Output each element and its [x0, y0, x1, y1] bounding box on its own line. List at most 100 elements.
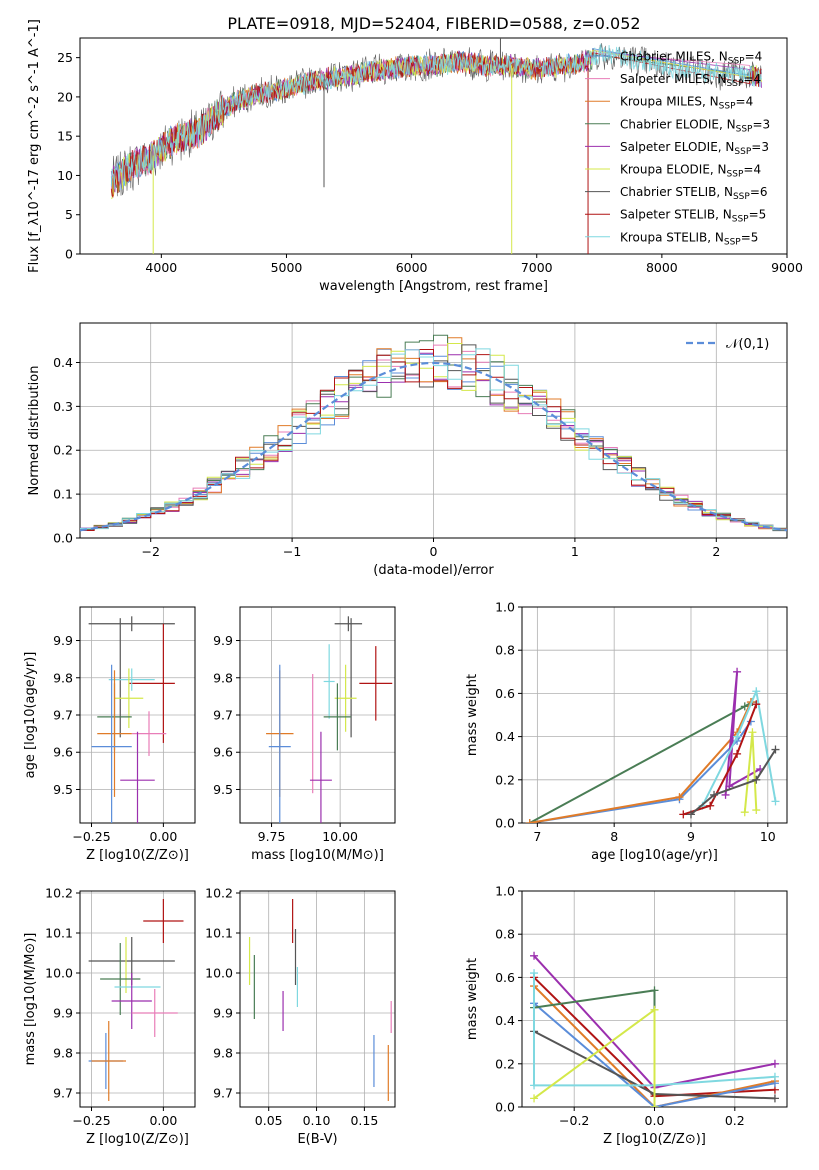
x-tick-label: 7 — [533, 829, 541, 844]
weight-marker — [710, 790, 719, 799]
plot-area — [248, 899, 392, 1101]
y-axis-label: mass [log10(M/M⊙)] — [23, 933, 38, 1066]
x-tick-label: 6000 — [396, 260, 428, 275]
y-tick-label: 0.0 — [53, 531, 73, 546]
gaussian-curve — [80, 361, 787, 532]
x-axis-label: age [log10(age/yr)] — [591, 848, 718, 863]
y-axis-label: mass weight — [465, 674, 480, 756]
plot-area — [88, 899, 184, 1101]
x-tick-label: 2 — [712, 544, 720, 559]
legend-entry: Salpeter MILES, NSSP=4 — [620, 72, 761, 89]
axes-frame — [79, 890, 196, 1108]
y-tick-label: 10.1 — [205, 926, 233, 941]
x-tick-label: −0.25 — [72, 1113, 110, 1128]
y-tick-label: 9.7 — [213, 708, 233, 723]
x-tick-label: 0.00 — [149, 1113, 177, 1128]
plot-area — [80, 334, 787, 532]
x-tick-label: 0.0 — [645, 1113, 665, 1128]
y-tick-label: 5 — [65, 207, 73, 222]
y-tick-label: 9.9 — [53, 633, 73, 648]
weight-marker — [733, 749, 742, 758]
weight-marker — [748, 728, 757, 737]
y-tick-label: 20 — [57, 89, 73, 104]
y-tick-label: 9.6 — [213, 745, 233, 760]
weight-marker — [525, 819, 534, 823]
x-tick-label: 0.00 — [149, 829, 177, 844]
y-tick-label: 10.2 — [45, 886, 73, 901]
y-tick-label: 10.0 — [205, 966, 233, 981]
y-tick-label: 9.7 — [53, 708, 73, 723]
weight-marker — [686, 810, 695, 819]
weight-marker — [770, 1059, 779, 1068]
y-tick-label: 0.4 — [495, 1013, 515, 1028]
y-tick-label: 9.9 — [213, 1006, 233, 1021]
y-tick-label: 0.6 — [495, 686, 515, 701]
x-tick-label: −0.25 — [72, 829, 110, 844]
y-tick-label: 25 — [57, 50, 73, 65]
weight-marker — [771, 745, 780, 754]
x-axis-label: E(B-V) — [297, 1132, 337, 1147]
x-tick-label: −1 — [283, 544, 301, 559]
x-tick-label: 9000 — [771, 260, 803, 275]
weight-marker — [650, 986, 659, 995]
y-tick-label: 1.0 — [495, 884, 515, 899]
y-tick-label: 9.9 — [213, 633, 233, 648]
panel-mass_vs_EBV: 0.05 0.10 0.15 9.7 9.8 9.9 10.0 10.1 10.2 E(B-V) — [205, 886, 396, 1147]
weight-line — [533, 985, 776, 1107]
x-axis-label: Z [log10(Z/Z⊙)] — [603, 1132, 706, 1147]
weight-line — [743, 732, 758, 813]
y-tick-label: 0.0 — [495, 1100, 515, 1115]
x-tick-label: 0 — [430, 544, 438, 559]
axes-frame — [79, 37, 788, 255]
y-tick-label: 10.2 — [205, 886, 233, 901]
weight-marker — [530, 1094, 539, 1103]
weight-line — [529, 701, 752, 823]
weight-marker — [770, 1094, 779, 1103]
legend-entry: Kroupa STELIB, NSSP=5 — [620, 230, 758, 247]
legend-entry: Kroupa MILES, NSSP=4 — [620, 95, 753, 112]
weight-marker — [740, 702, 749, 711]
weight-marker — [530, 1081, 539, 1090]
x-tick-label: 7000 — [521, 260, 553, 275]
panel-age_vs_mass: 9.75 10.00 9.5 9.6 9.7 9.8 9.9 mass [log10(M/M⊙… — [213, 606, 396, 863]
weight-marker — [752, 806, 761, 815]
y-tick-label: 1.0 — [495, 600, 515, 615]
plot-area — [110, 38, 762, 254]
x-tick-label: 0.2 — [725, 1113, 745, 1128]
axes-frame — [79, 322, 788, 539]
x-tick-label: 10.00 — [322, 829, 358, 844]
weight-marker — [721, 790, 730, 799]
plot-area — [88, 616, 175, 823]
y-tick-label: 0.3 — [53, 399, 73, 414]
weight-marker — [770, 1072, 779, 1081]
x-axis-label: Z [log10(Z/Z⊙)] — [86, 848, 189, 863]
weight-line — [690, 749, 777, 816]
weight-marker — [679, 810, 688, 819]
y-axis-label: age [log10(age/yr)] — [23, 652, 38, 779]
legend-entry: Chabrier MILES, NSSP=4 — [620, 50, 762, 67]
weight-line — [533, 973, 776, 1087]
weight-marker — [733, 667, 742, 676]
weight-marker — [706, 801, 715, 810]
panel-residuals: −2 −1 0 1 2 0.0 0.1 0.2 0.3 0.4 (data-model)/error… — [27, 322, 788, 578]
x-axis-label: Z [log10(Z/Z⊙)] — [86, 1132, 189, 1147]
weight-line — [724, 671, 761, 795]
x-tick-label: 0.15 — [350, 1113, 378, 1128]
x-tick-label: 9 — [687, 829, 695, 844]
x-axis-label: wavelength [Angstrom, rest frame] — [319, 279, 548, 294]
y-tick-label: 9.8 — [213, 1046, 233, 1061]
x-tick-label: 5000 — [271, 260, 303, 275]
legend-entry: 𝒩(0,1) — [726, 337, 769, 352]
weight-line — [529, 720, 752, 823]
x-axis-label: mass [log10(M/M⊙)] — [251, 848, 384, 863]
weight-marker — [752, 687, 761, 696]
x-tick-label: −2 — [141, 544, 159, 559]
weight-marker — [530, 951, 539, 960]
x-tick-label: 0.05 — [255, 1113, 283, 1128]
legend-entry: Kroupa ELODIE, NSSP=4 — [620, 163, 761, 180]
weight-marker — [650, 1103, 659, 1107]
x-tick-label: 8 — [610, 829, 618, 844]
y-tick-label: 0.6 — [495, 970, 515, 985]
y-tick-label: 0.4 — [53, 355, 73, 370]
